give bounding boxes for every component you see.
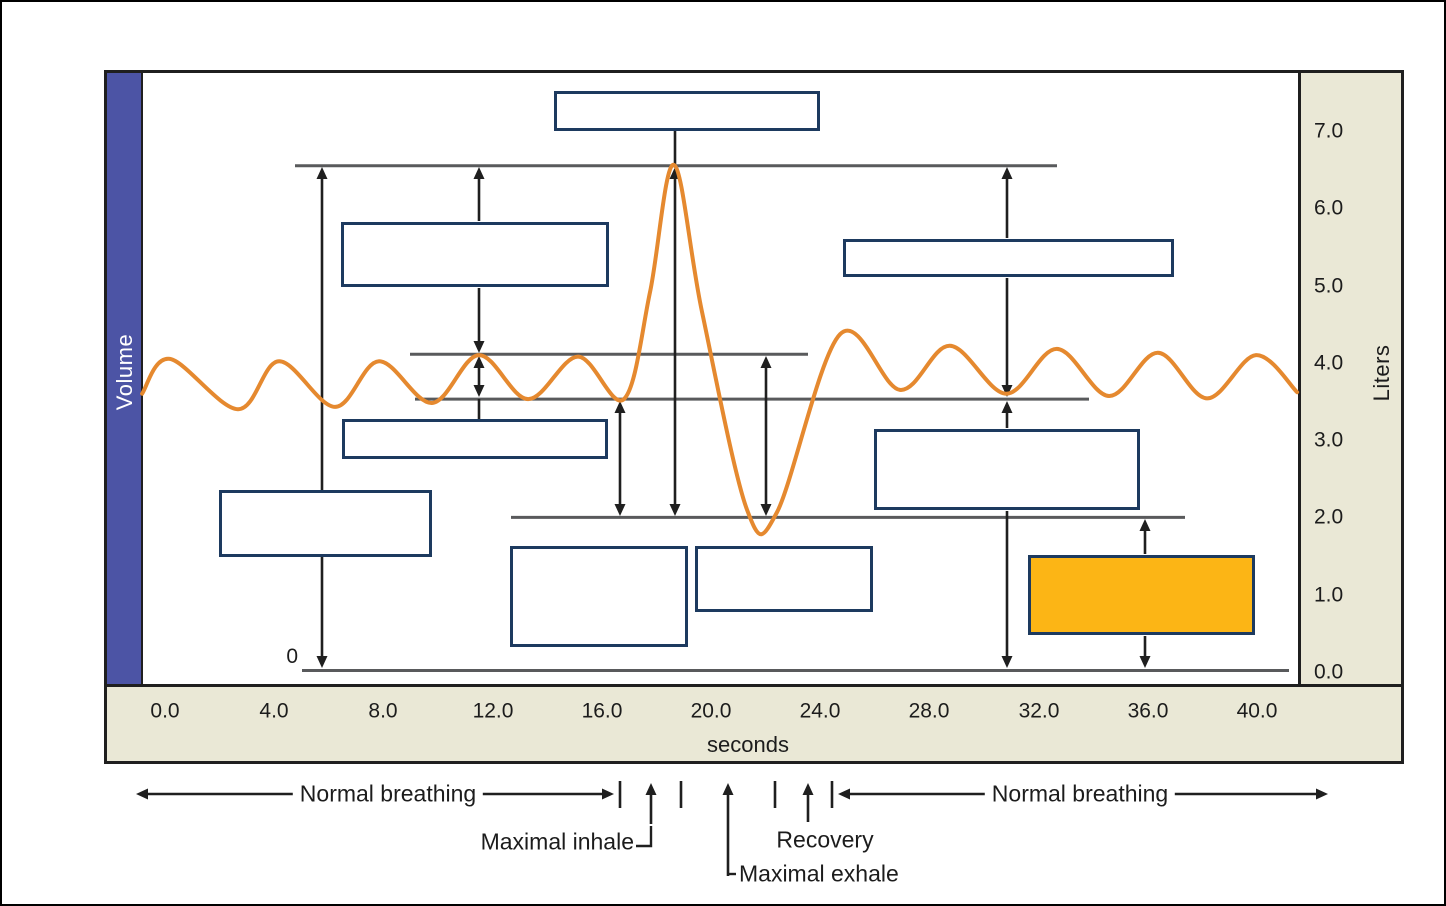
- answer-box-lower-left[interactable]: [219, 490, 432, 557]
- annotation-recovery: Recovery: [776, 826, 874, 853]
- x-tick-32.0: 32.0: [1018, 699, 1060, 723]
- x-tick-12.0: 12.0: [472, 699, 514, 723]
- label-connector: [636, 826, 653, 848]
- arrowhead-icon: [136, 788, 148, 800]
- arrowhead-icon: [802, 783, 814, 795]
- x-tick-24.0: 24.0: [799, 699, 841, 723]
- x-tick-36.0: 36.0: [1127, 699, 1169, 723]
- answer-box-exhale-right[interactable]: [695, 546, 873, 612]
- arrowhead-icon: [602, 788, 614, 800]
- answer-box-right-middle[interactable]: [874, 429, 1140, 510]
- x-tick-20.0: 20.0: [690, 699, 732, 723]
- x-tick-16.0: 16.0: [581, 699, 623, 723]
- y-tick-4.0: 4.0: [1314, 351, 1344, 375]
- answer-box-top[interactable]: [554, 91, 820, 131]
- x-tick-28.0: 28.0: [908, 699, 950, 723]
- volume-axis-label: Volume: [112, 333, 137, 411]
- y-tick-3.0: 3.0: [1314, 428, 1344, 452]
- answer-box-upper-right[interactable]: [843, 239, 1174, 277]
- answer-box-upper-left[interactable]: [341, 222, 609, 287]
- x-tick-8.0: 8.0: [368, 699, 398, 723]
- x-tick-40.0: 40.0: [1236, 699, 1278, 723]
- x-tick-4.0: 4.0: [259, 699, 289, 723]
- annotation-normal-breathing-right: Normal breathing: [984, 781, 1176, 807]
- answer-box-exhale-left[interactable]: [510, 546, 688, 647]
- arrowhead-icon: [722, 783, 734, 795]
- y-tick-2.0: 2.0: [1314, 505, 1344, 529]
- annotation-normal-breathing-left: Normal breathing: [292, 781, 484, 807]
- arrowhead-icon: [1316, 788, 1328, 800]
- y-tick-0.0: 0.0: [1314, 660, 1344, 684]
- y-tick-5.0: 5.0: [1314, 274, 1344, 298]
- arrowhead-icon: [838, 788, 850, 800]
- liters-axis-label: Liters: [1369, 344, 1394, 402]
- chart-frame: [104, 70, 1404, 764]
- origin-zero-label: 0: [286, 645, 298, 668]
- seconds-axis-band: [107, 684, 1401, 761]
- x-tick-0.0: 0.0: [150, 699, 180, 723]
- arrowhead-icon: [645, 783, 657, 795]
- y-tick-6.0: 6.0: [1314, 196, 1344, 220]
- answer-box-tidal[interactable]: [342, 419, 608, 459]
- liters-axis-strip: [1298, 73, 1401, 761]
- seconds-axis-label: seconds: [707, 732, 789, 757]
- annotation-maximal-inhale: Maximal inhale: [480, 828, 634, 855]
- y-tick-7.0: 7.0: [1314, 119, 1344, 143]
- annotation-maximal-exhale: Maximal exhale: [739, 860, 899, 887]
- answer-box-highlighted[interactable]: [1028, 555, 1255, 635]
- y-tick-1.0: 1.0: [1314, 583, 1344, 607]
